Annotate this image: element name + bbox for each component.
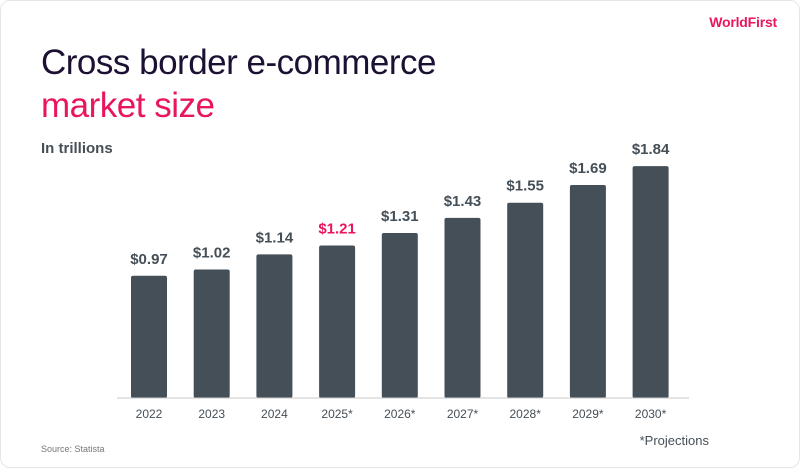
x-tick-label: 2027*: [447, 407, 479, 421]
bar-2027: [444, 217, 481, 398]
bar-2023: [193, 269, 230, 398]
data-label: $1.14: [256, 229, 294, 246]
source-note: Source: Statista: [41, 444, 105, 454]
bar-2029: [569, 185, 606, 398]
x-tick-label: 2024: [261, 407, 288, 421]
x-tick-label: 2022: [136, 407, 163, 421]
x-tick-label: 2026*: [384, 407, 416, 421]
x-tick-label: 2025*: [321, 407, 353, 421]
bar-2028: [507, 202, 544, 398]
chart-subtitle: In trillions: [41, 140, 113, 157]
bar-2025: [319, 245, 356, 398]
data-label: $0.97: [130, 251, 168, 268]
bar-2026: [381, 232, 418, 398]
data-label: $1.31: [381, 208, 419, 225]
data-label: $1.02: [193, 244, 231, 261]
x-tick-label: 2029*: [572, 407, 604, 421]
data-label: $1.69: [569, 160, 607, 177]
page-title-line-1: Cross border e-commerce: [41, 43, 437, 82]
data-label: $1.43: [444, 193, 482, 210]
bar-2022: [131, 275, 167, 398]
x-tick-label: 2030*: [635, 407, 667, 421]
x-tick-label: 2023: [198, 407, 225, 421]
page-title-line-2: market size: [41, 86, 215, 125]
bar-2030: [632, 166, 669, 398]
projections-footnote: *Projections: [639, 433, 709, 448]
bar-2024: [256, 254, 293, 398]
x-tick-label: 2028*: [510, 407, 542, 421]
data-label: $1.55: [506, 178, 544, 195]
data-label: $1.21: [318, 221, 356, 238]
data-label: $1.84: [632, 141, 670, 158]
brand-logo: WorldFirst: [709, 14, 777, 30]
